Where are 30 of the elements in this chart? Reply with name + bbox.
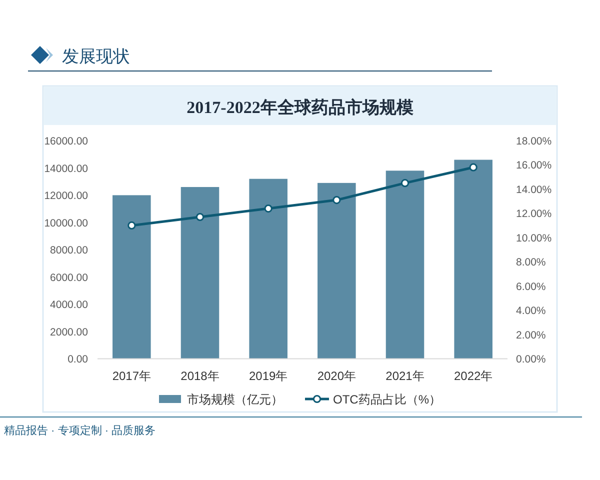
x-tick: 2019年 <box>248 369 288 383</box>
y-tick: 16000.00 <box>44 136 88 148</box>
y-tick: 12000.00 <box>44 190 88 202</box>
annotation: 发展现状 <box>62 47 130 66</box>
y2-tick: 18.00% <box>516 136 552 148</box>
y2-tick: 6.00% <box>516 280 546 293</box>
y-tick: 6000.00 <box>50 272 88 284</box>
x-tick: 2022年 <box>454 369 493 383</box>
x-tick: 2018年 <box>180 369 220 383</box>
y2-tick: 2.00% <box>516 329 546 342</box>
y2-tick: 0.00% <box>516 354 546 366</box>
y-tick: 0.00 <box>68 354 88 366</box>
x-tick: 2021年 <box>386 369 424 383</box>
y-tick: 8000.00 <box>50 244 88 256</box>
legend-label: 市场规模（亿元） <box>187 392 283 406</box>
y2-tick: 8.00% <box>516 256 546 269</box>
y2-tick: 16.00% <box>516 160 552 172</box>
y2-tick: 10.00% <box>516 232 552 244</box>
title: 2017-2022年全球药品市场规模 <box>186 98 414 117</box>
x-tick: 2017年 <box>112 369 152 383</box>
y-tick: 10000.00 <box>44 217 88 230</box>
y-tick: 14000.00 <box>44 162 88 175</box>
y-tick: 4000.00 <box>50 299 88 311</box>
y-tick: 2000.00 <box>50 326 88 338</box>
annotation: 精品报告 · 专项定制 · 品质服务 <box>4 425 156 437</box>
y2-tick: 12.00% <box>516 208 552 220</box>
x-tick: 2020年 <box>317 369 356 383</box>
y2-tick: 14.00% <box>516 184 552 196</box>
y2-tick: 4.00% <box>516 305 546 318</box>
legend-label: OTC药品占比（%） <box>333 392 441 406</box>
